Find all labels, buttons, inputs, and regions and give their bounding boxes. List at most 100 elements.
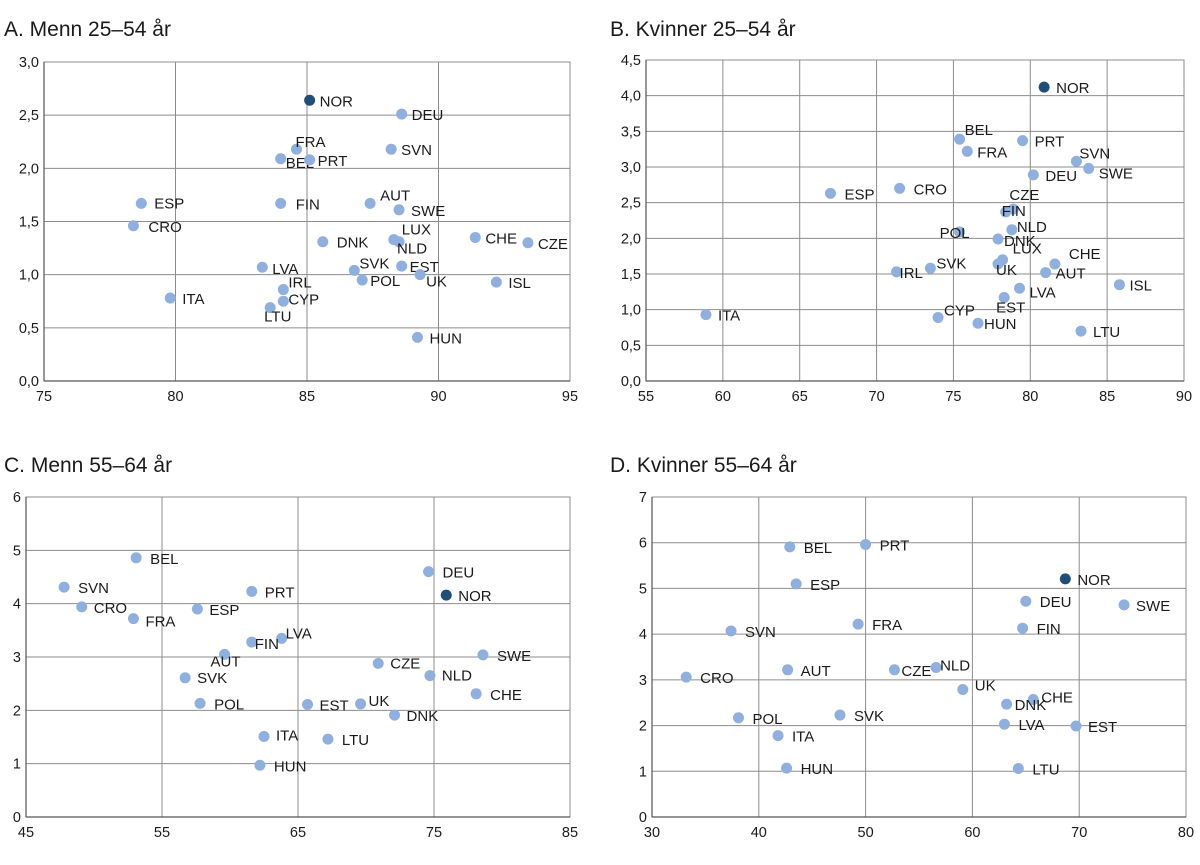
x-tick-label: 80 — [167, 389, 183, 405]
point-label-pol: POL — [753, 711, 783, 728]
point-prt — [860, 539, 872, 551]
y-tick-label: 4,0 — [621, 89, 641, 105]
x-tick-label: 65 — [792, 389, 808, 405]
point-label-lva: LVA — [286, 625, 312, 642]
point-label-ita: ITA — [182, 291, 204, 308]
point-ltu — [1012, 763, 1024, 775]
point-label-cze: CZE — [390, 655, 420, 672]
x-tick-label: 95 — [562, 389, 578, 405]
point-dnk — [389, 709, 401, 721]
point-label-ltu: LTU — [1032, 762, 1059, 779]
point-label-deu: DEU — [443, 565, 475, 582]
x-tick-label: 80 — [1022, 389, 1038, 405]
point-che — [1027, 694, 1039, 706]
y-tick-label: 1 — [13, 757, 21, 773]
point-label-nld: NLD — [397, 241, 427, 258]
point-label-swe: SWE — [411, 203, 445, 220]
point-label-dnk: DNK — [407, 708, 439, 725]
point-label-est: EST — [1088, 719, 1117, 736]
point-hun — [781, 762, 793, 774]
point-est — [396, 260, 408, 272]
point-label-uk: UK — [369, 693, 390, 710]
point-cze — [372, 657, 384, 669]
point-aut — [1040, 267, 1052, 279]
y-tick-label: 1,5 — [19, 215, 39, 231]
point-fin — [246, 636, 258, 648]
point-nor — [440, 589, 452, 601]
point-label-fra: FRA — [872, 617, 902, 634]
chart-title-d: D. Kvinner 55–64 år — [610, 454, 797, 477]
point-label-svk: SVK — [359, 255, 389, 272]
point-label-cze: CZE — [1009, 187, 1039, 204]
point-nld — [1006, 224, 1018, 236]
point-ita — [772, 730, 784, 742]
point-esp — [191, 603, 203, 615]
y-tick-label: 0 — [639, 810, 647, 826]
y-tick-label: 1,0 — [621, 303, 641, 319]
point-nld — [424, 670, 436, 682]
point-label-prt: PRT — [1035, 134, 1065, 151]
point-label-aut: AUT — [211, 653, 241, 670]
point-label-hun: HUN — [429, 330, 462, 347]
x-tick-label: 85 — [299, 389, 315, 405]
y-tick-label: 3,5 — [621, 124, 641, 140]
point-isl — [1113, 279, 1125, 291]
point-label-lva: LVA — [1030, 284, 1056, 301]
x-tick-label: 80 — [1178, 825, 1194, 841]
point-uk — [992, 258, 1004, 270]
point-label-svk: SVK — [197, 670, 227, 687]
point-label-fin: FIN — [1002, 203, 1026, 220]
x-tick-label: 85 — [1099, 389, 1115, 405]
point-label-bel: BEL — [965, 122, 993, 139]
point-label-ltu: LTU — [342, 732, 369, 749]
point-hun — [254, 759, 266, 771]
point-label-est: EST — [320, 697, 349, 714]
point-fin — [275, 197, 287, 209]
x-tick-label: 30 — [644, 825, 660, 841]
point-label-bel: BEL — [804, 540, 832, 557]
point-uk — [414, 269, 426, 281]
point-svn — [58, 581, 70, 593]
point-pol — [733, 712, 745, 724]
chart-title-c: C. Menn 55–64 år — [4, 454, 172, 477]
y-tick-label: 2,0 — [19, 161, 39, 177]
point-label-deu: DEU — [1045, 168, 1077, 185]
y-tick-label: 1,5 — [621, 267, 641, 283]
point-label-svn: SVN — [401, 142, 432, 159]
point-label-isl: ISL — [508, 275, 531, 292]
point-deu — [1027, 169, 1039, 181]
point-label-pol: POL — [940, 225, 970, 242]
point-label-che: CHE — [485, 230, 517, 247]
point-label-ltu: LTU — [264, 309, 291, 326]
point-ita — [258, 730, 270, 742]
point-label-fra: FRA — [977, 144, 1007, 161]
y-tick-label: 2 — [639, 719, 647, 735]
point-uk — [355, 698, 367, 710]
point-fra — [127, 613, 139, 625]
y-tick-label: 4 — [13, 597, 21, 613]
point-nor — [304, 94, 316, 106]
point-ltu — [264, 302, 276, 314]
point-cze — [522, 237, 534, 249]
point-swe — [393, 204, 405, 216]
point-label-nld: NLD — [1017, 219, 1047, 236]
point-label-aut: AUT — [801, 663, 831, 680]
point-dnk — [317, 236, 329, 248]
point-svk — [924, 262, 936, 274]
y-tick-label: 0 — [13, 810, 21, 826]
point-label-esp: ESP — [209, 602, 239, 619]
point-deu — [396, 108, 408, 120]
y-tick-label: 0,5 — [19, 321, 39, 337]
point-label-fra: FRA — [295, 134, 325, 151]
point-fin — [1000, 206, 1012, 218]
point-uk — [957, 683, 969, 695]
point-aut — [364, 197, 376, 209]
y-tick-label: 2,5 — [19, 108, 39, 124]
y-tick-label: 4,5 — [621, 53, 641, 69]
point-label-cro: CRO — [148, 219, 181, 236]
panel-b-kvinner-25-54: B. Kvinner 25–54 år 0,0 0,5 1,0 1,5 2,0 2,5 3,… — [610, 18, 1192, 405]
point-svk — [179, 672, 191, 684]
y-tick-label: 0,0 — [19, 374, 39, 390]
point-label-che: CHE — [1069, 246, 1101, 263]
